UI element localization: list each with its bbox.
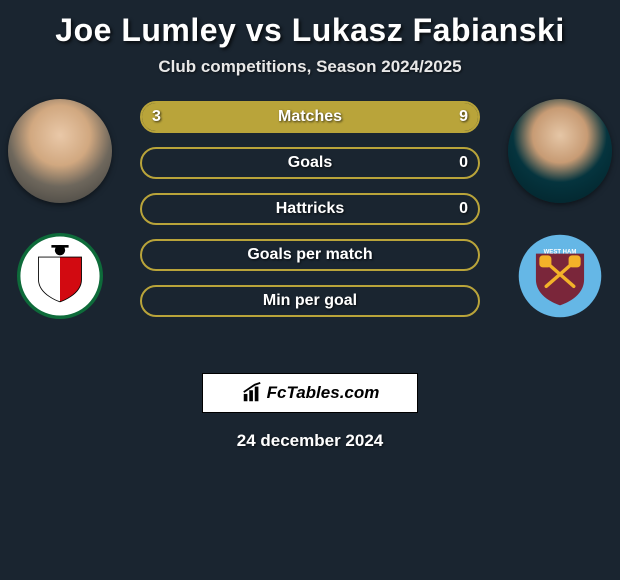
stat-bar: 3 9 Matches bbox=[140, 101, 480, 133]
stat-label: Min per goal bbox=[263, 292, 357, 310]
stat-label: Matches bbox=[278, 108, 342, 126]
stat-fill-right bbox=[226, 103, 478, 131]
club-right-crest: WEST HAM bbox=[517, 233, 603, 319]
avatar-placeholder-icon bbox=[8, 99, 112, 203]
page-title: Joe Lumley vs Lukasz Fabianski bbox=[0, 8, 620, 55]
stat-value-left: 3 bbox=[152, 108, 161, 126]
stat-value-right: 0 bbox=[459, 154, 468, 172]
avatar-placeholder-icon bbox=[508, 99, 612, 203]
stat-bar: 0 Hattricks bbox=[140, 193, 480, 225]
main-area: WEST HAM 3 9 Matches 0 Goals 0 Hattricks Goals … bbox=[0, 105, 620, 365]
source-badge: FcTables.com bbox=[202, 373, 418, 413]
subtitle: Club competitions, Season 2024/2025 bbox=[0, 57, 620, 77]
west-ham-crest-icon: WEST HAM bbox=[517, 233, 603, 319]
stat-bar: Goals per match bbox=[140, 239, 480, 271]
player-right-avatar bbox=[508, 99, 612, 203]
date-label: 24 december 2024 bbox=[0, 431, 620, 451]
stat-label: Goals bbox=[288, 154, 332, 172]
svg-text:WEST HAM: WEST HAM bbox=[544, 250, 577, 256]
source-text: FcTables.com bbox=[267, 383, 380, 403]
stat-bars: 3 9 Matches 0 Goals 0 Hattricks Goals per match… bbox=[140, 101, 480, 331]
stat-value-right: 0 bbox=[459, 200, 468, 218]
comparison-card: Joe Lumley vs Lukasz Fabianski Club comp… bbox=[0, 0, 620, 451]
stat-value-right: 9 bbox=[459, 108, 468, 126]
club-left-crest bbox=[17, 233, 103, 319]
southampton-crest-icon bbox=[17, 233, 103, 319]
stat-bar: 0 Goals bbox=[140, 147, 480, 179]
stat-bar: Min per goal bbox=[140, 285, 480, 317]
chart-icon bbox=[241, 382, 263, 404]
stat-label: Hattricks bbox=[276, 200, 344, 218]
stat-label: Goals per match bbox=[247, 246, 372, 264]
player-left-avatar bbox=[8, 99, 112, 203]
